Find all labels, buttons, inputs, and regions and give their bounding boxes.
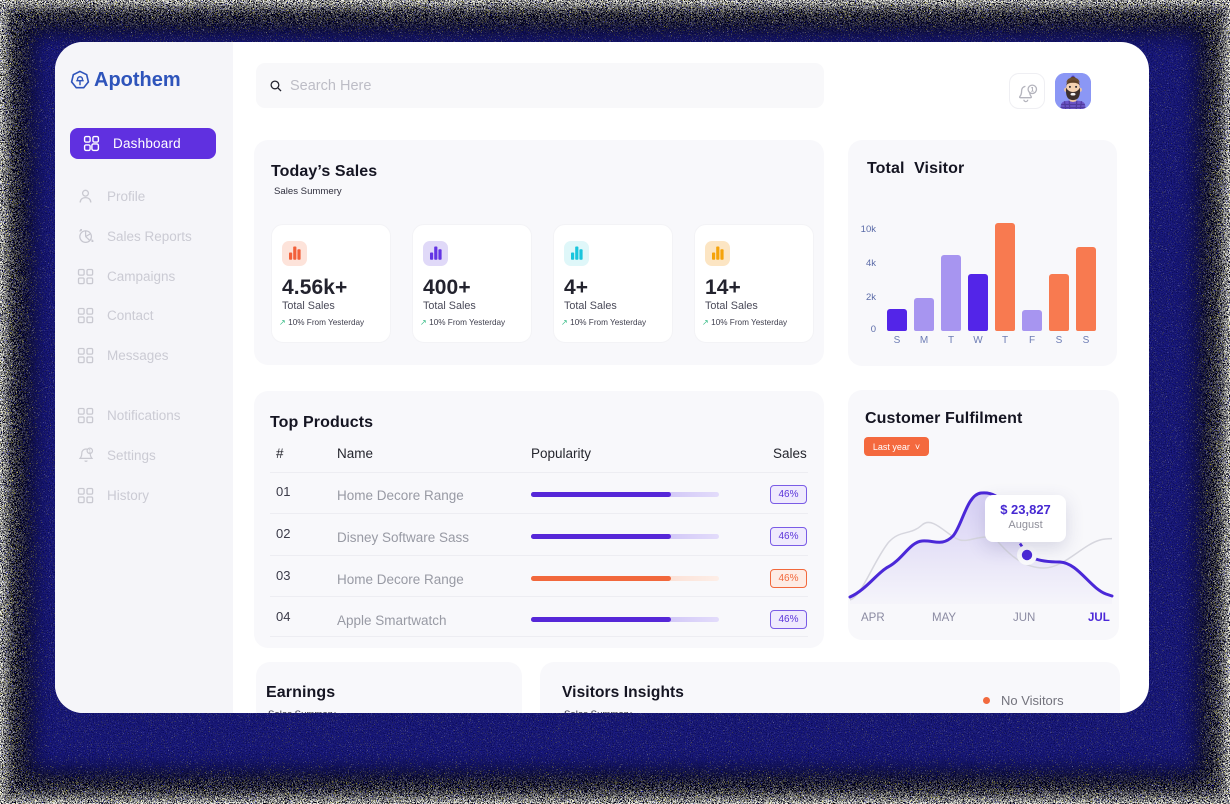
svg-text:1: 1	[1031, 87, 1035, 93]
svg-text:1: 1	[88, 449, 91, 455]
